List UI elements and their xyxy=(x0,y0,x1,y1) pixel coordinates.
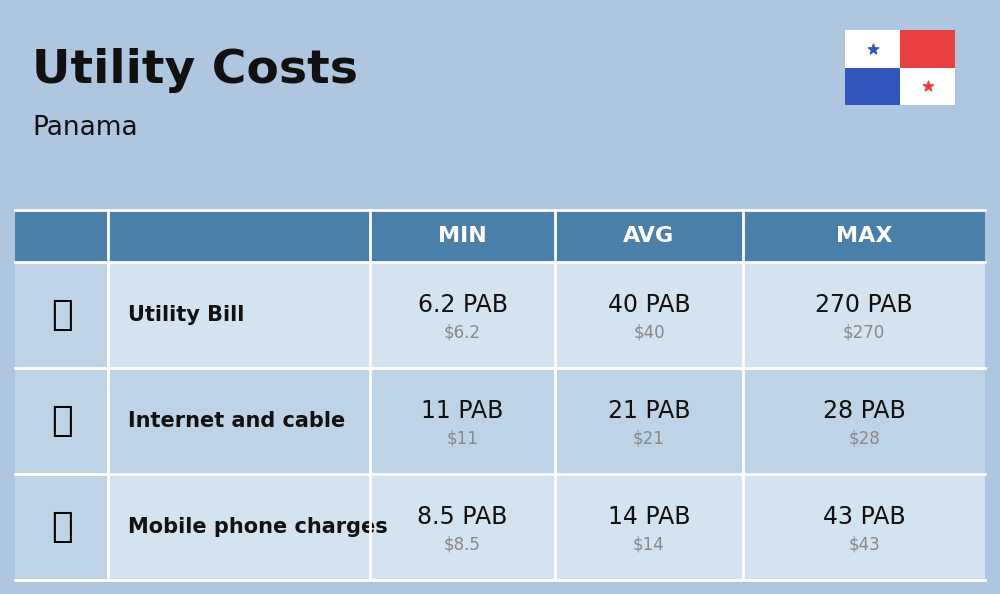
Text: Internet and cable: Internet and cable xyxy=(128,411,345,431)
Point xyxy=(864,44,881,53)
Point xyxy=(920,81,936,91)
Text: 📶: 📶 xyxy=(51,404,72,438)
Text: Panama: Panama xyxy=(32,115,138,141)
Bar xyxy=(900,30,955,68)
Text: AVG: AVG xyxy=(623,226,675,246)
Text: 270 PAB: 270 PAB xyxy=(815,293,913,317)
Text: 43 PAB: 43 PAB xyxy=(823,505,905,529)
Text: Utility Bill: Utility Bill xyxy=(128,305,244,325)
Bar xyxy=(15,368,108,474)
Text: $11: $11 xyxy=(447,430,478,448)
Bar xyxy=(900,68,955,105)
Text: 21 PAB: 21 PAB xyxy=(608,399,690,423)
Text: $21: $21 xyxy=(633,430,665,448)
Bar xyxy=(15,262,108,368)
Text: 14 PAB: 14 PAB xyxy=(608,505,690,529)
Bar xyxy=(15,210,985,262)
Bar xyxy=(15,474,108,580)
Text: $8.5: $8.5 xyxy=(444,536,481,554)
Text: $43: $43 xyxy=(848,536,880,554)
Text: 8.5 PAB: 8.5 PAB xyxy=(417,505,508,529)
Text: MAX: MAX xyxy=(836,226,892,246)
Text: 28 PAB: 28 PAB xyxy=(823,399,905,423)
Text: 6.2 PAB: 6.2 PAB xyxy=(418,293,508,317)
Bar xyxy=(845,30,900,68)
Text: Mobile phone charges: Mobile phone charges xyxy=(128,517,388,537)
Text: MIN: MIN xyxy=(438,226,487,246)
Text: 📱: 📱 xyxy=(51,510,72,544)
Text: $6.2: $6.2 xyxy=(444,324,481,342)
Text: Utility Costs: Utility Costs xyxy=(32,48,358,93)
Bar xyxy=(845,68,900,105)
Text: $14: $14 xyxy=(633,536,665,554)
Bar xyxy=(15,262,985,368)
Text: 🔌: 🔌 xyxy=(51,298,72,332)
Text: 11 PAB: 11 PAB xyxy=(421,399,504,423)
Text: $40: $40 xyxy=(633,324,665,342)
Bar xyxy=(15,368,985,474)
Text: $270: $270 xyxy=(843,324,885,342)
Text: 40 PAB: 40 PAB xyxy=(608,293,690,317)
Bar xyxy=(15,474,985,580)
Text: $28: $28 xyxy=(848,430,880,448)
